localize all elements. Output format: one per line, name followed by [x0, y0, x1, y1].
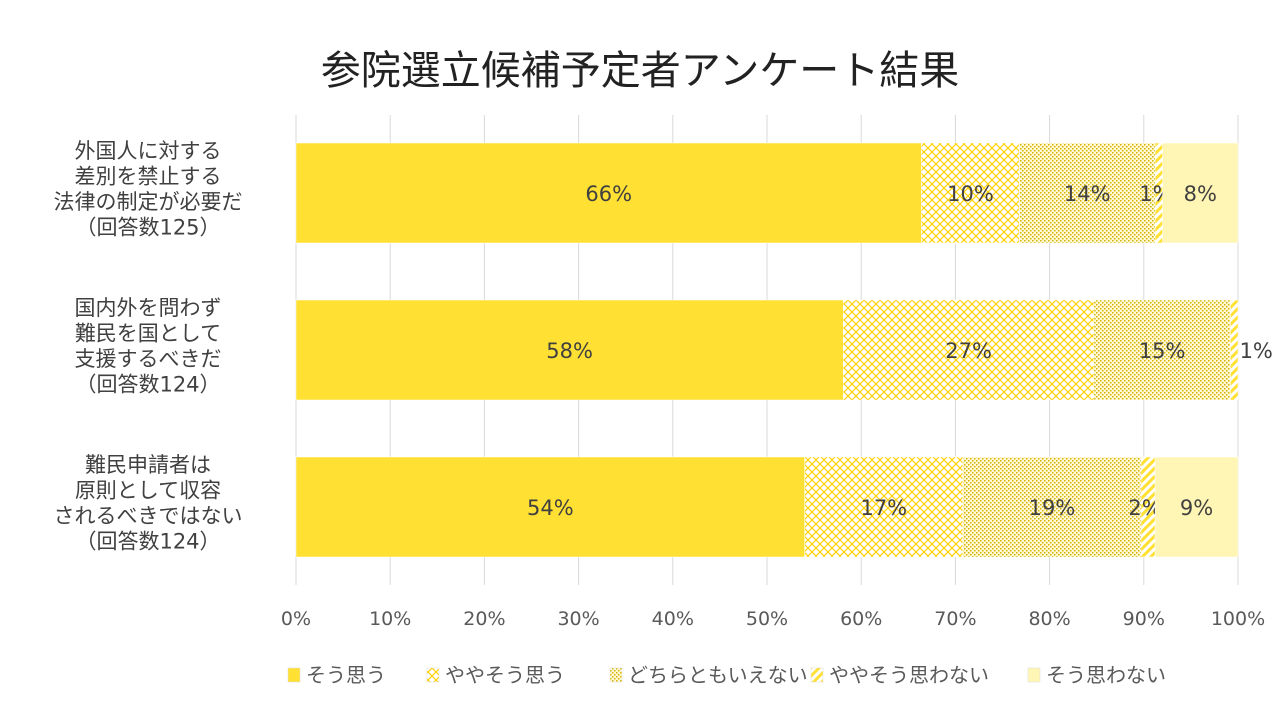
x-tick-label: 100%	[1211, 608, 1265, 630]
data-label: 27%	[945, 339, 992, 363]
bar-segment-5	[1162, 142, 1239, 244]
bar-segment-2	[921, 142, 1020, 244]
bar-segment-2	[804, 456, 964, 558]
x-tick-label: 10%	[369, 608, 411, 630]
category-label-line: 外国人に対する	[75, 139, 222, 163]
category-label-line: 差別を禁止する	[75, 165, 222, 189]
data-label: 66%	[585, 182, 632, 206]
legend-swatch-1	[287, 667, 301, 683]
category-label-line: 国内外を問わず	[75, 296, 222, 320]
x-tick-label: 80%	[1028, 608, 1070, 630]
legend-swatch-3	[609, 667, 623, 683]
category-label-line: されるべきではない	[54, 504, 243, 528]
data-label: 54%	[527, 496, 574, 520]
category-label-line: （回答数124）	[75, 373, 220, 397]
x-tick-label: 60%	[840, 608, 882, 630]
bar-segment-1	[295, 142, 922, 244]
x-tick-label: 20%	[463, 608, 505, 630]
category-label-line: （回答数125）	[75, 216, 220, 240]
data-label: 15%	[1139, 339, 1186, 363]
category-label-line: 支援するべきだ	[75, 347, 222, 371]
bar-segment-1	[295, 299, 844, 401]
bar-segment-1	[295, 456, 805, 558]
data-label: 19%	[1029, 496, 1076, 520]
category-label-line: 難民を国として	[75, 322, 221, 346]
category-label-line: 法律の制定が必要だ	[54, 190, 243, 214]
x-tick-label: 30%	[557, 608, 599, 630]
bar-segment-3	[1093, 299, 1231, 401]
data-label: 58%	[546, 339, 593, 363]
x-tick-label: 70%	[934, 608, 976, 630]
bar-segment-5	[1154, 456, 1239, 558]
category-label-line: （回答数124）	[75, 530, 220, 554]
legend-label: ややそう思わない	[829, 663, 989, 687]
data-label: 1%	[1240, 339, 1273, 363]
legend-label: そう思う	[306, 663, 386, 687]
bar-segment-2	[843, 299, 1095, 401]
data-label: 17%	[860, 496, 907, 520]
bar-segment-4	[1230, 299, 1239, 401]
bar-segment-3	[1019, 142, 1156, 244]
category-label-line: 原則として収容	[75, 479, 221, 503]
bar-segment-3	[962, 456, 1142, 558]
legend-swatch-5	[1027, 667, 1041, 683]
data-label: 8%	[1184, 182, 1217, 206]
chart-title: 参院選立候補予定者アンケート結果	[321, 48, 959, 94]
x-tick-label: 40%	[652, 608, 694, 630]
legend-label: ややそう思う	[445, 663, 565, 687]
data-label: 10%	[947, 182, 994, 206]
legend-swatch-4	[810, 667, 824, 683]
legend-label: そう思わない	[1046, 663, 1166, 687]
category-label-line: 難民申請者は	[85, 453, 211, 477]
data-label: 14%	[1064, 182, 1111, 206]
x-tick-label: 50%	[746, 608, 788, 630]
legend-label: どちらともいえない	[628, 663, 808, 687]
data-label: 9%	[1180, 496, 1213, 520]
x-tick-label: 90%	[1123, 608, 1165, 630]
legend-swatch-2	[426, 667, 440, 683]
x-tick-label: 0%	[281, 608, 311, 630]
